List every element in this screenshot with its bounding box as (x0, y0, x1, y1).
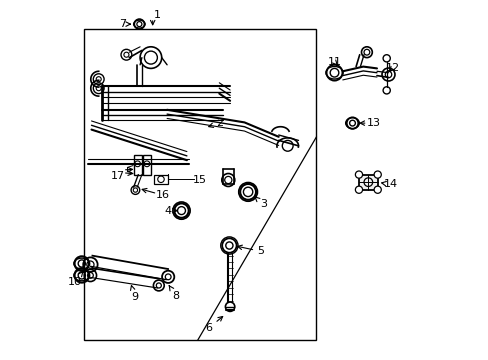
Text: 13: 13 (366, 118, 380, 128)
Text: 2: 2 (208, 118, 223, 128)
Circle shape (373, 186, 381, 193)
Text: 12: 12 (385, 63, 399, 73)
Bar (84, 29, 316, 340)
Bar (142, 155, 151, 175)
Text: 5: 5 (257, 246, 264, 256)
Text: 4: 4 (164, 206, 171, 216)
Text: 1: 1 (154, 10, 161, 20)
Circle shape (355, 186, 362, 193)
Bar (153, 175, 168, 184)
Text: 11: 11 (327, 57, 341, 67)
Bar (358, 175, 377, 190)
Text: 3: 3 (254, 197, 266, 210)
Text: 9: 9 (130, 285, 138, 302)
Circle shape (373, 171, 381, 178)
Text: 6: 6 (204, 316, 222, 333)
Circle shape (225, 302, 234, 311)
Text: 10: 10 (67, 271, 83, 287)
Circle shape (355, 171, 362, 178)
Text: 8: 8 (169, 285, 179, 301)
Text: 16: 16 (155, 190, 169, 200)
Text: 7: 7 (119, 19, 126, 29)
Text: 15: 15 (192, 175, 206, 185)
Text: 14: 14 (384, 179, 398, 189)
Bar (133, 155, 141, 175)
Text: 17: 17 (110, 171, 124, 181)
